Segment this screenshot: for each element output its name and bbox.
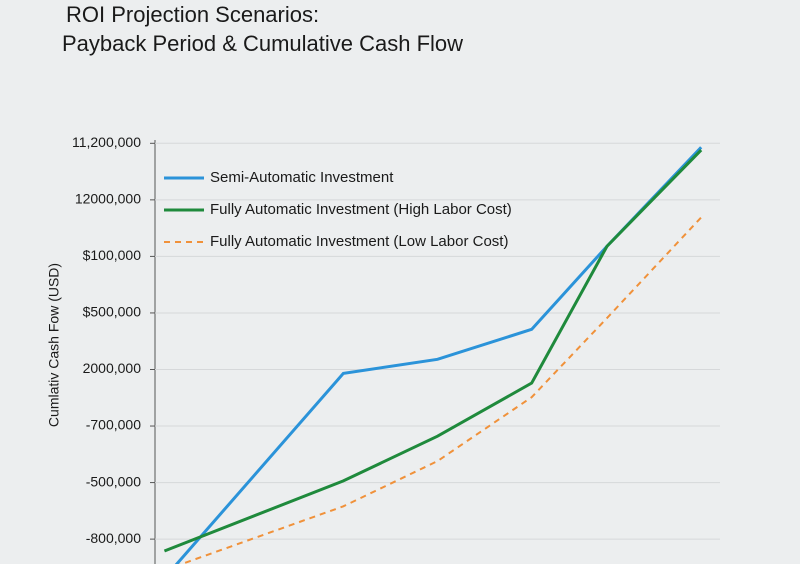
chart-subtitle: Payback Period & Cumulative Cash Flow xyxy=(62,31,463,56)
y-tick-label: -500,000 xyxy=(86,473,141,489)
y-tick-label: -800,000 xyxy=(86,530,141,546)
y-tick-label: 2000,000 xyxy=(83,360,142,376)
y-tick-label: 11,200,000 xyxy=(72,134,141,150)
y-tick-label: $100,000 xyxy=(83,247,142,263)
series-line xyxy=(178,216,702,564)
y-tick-label: $500,000 xyxy=(83,304,142,320)
series-line xyxy=(163,149,703,553)
y-axis-label: Cumlativ Cash Fow (USD) xyxy=(46,263,62,427)
legend-label: Semi-Automatic Investment xyxy=(210,169,394,186)
plot-area xyxy=(163,146,703,564)
chart-title: ROI Projection Scenarios: xyxy=(66,2,319,27)
legend-label: Fully Automatic Investment (Low Labor Co… xyxy=(210,233,508,250)
y-tick-label: 12000,000 xyxy=(75,191,141,207)
y-tick-label: -700,000 xyxy=(86,417,141,433)
legend-label: Fully Automatic Investment (High Labor C… xyxy=(210,201,512,218)
